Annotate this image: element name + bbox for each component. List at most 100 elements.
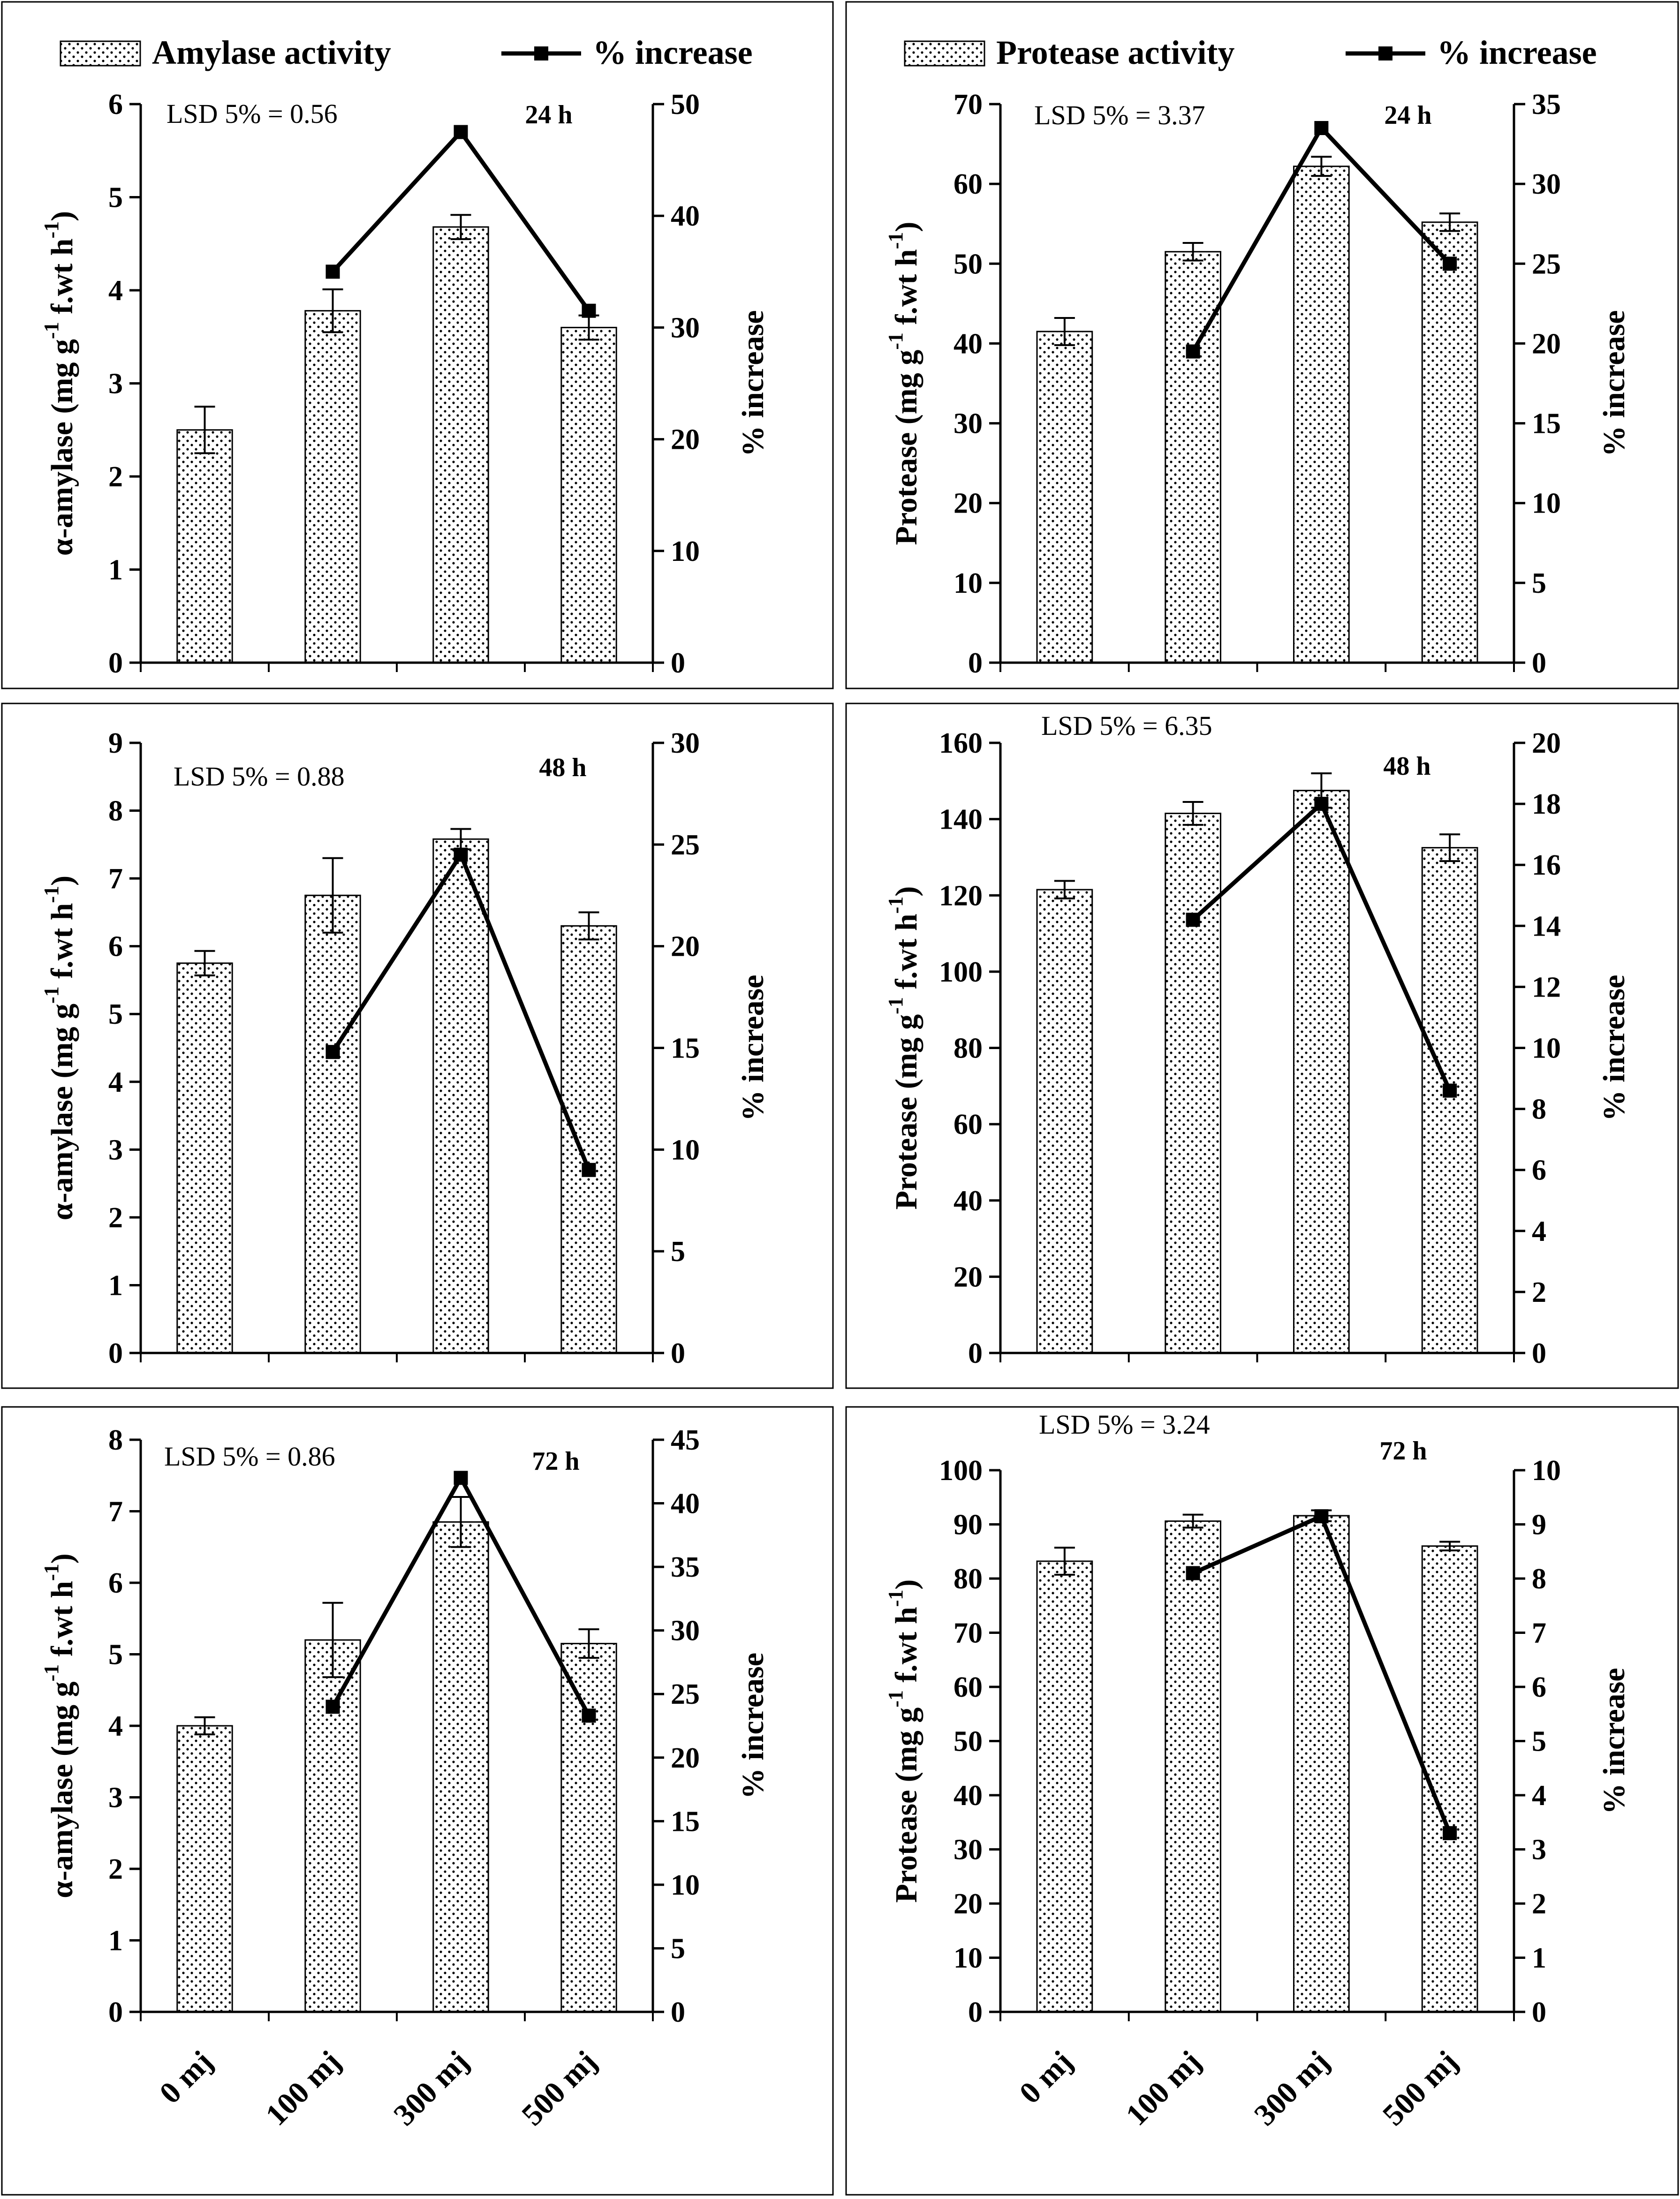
y-tick-label: 0	[968, 647, 983, 679]
y-tick-label: 70	[954, 89, 983, 121]
error-bar	[1439, 1541, 1461, 1551]
y-axis-label-close: )	[45, 211, 79, 221]
y2-axis-label: % increase	[736, 1653, 770, 1799]
time-label: 48 h	[1383, 752, 1430, 781]
y-axis-label-text: Protease (mg g	[889, 1014, 923, 1210]
lsd-annotation: LSD 5% = 0.88	[174, 761, 345, 792]
error-bar	[322, 1602, 343, 1678]
y-axis-label: Protease (mg g-1 f.wt h-1)	[884, 222, 923, 545]
y-axis-label-unit: f.wt h	[45, 903, 79, 987]
y-axis-label-superscript-2: -1	[884, 232, 907, 249]
y-tick-label: 60	[954, 1671, 983, 1703]
y2-tick-label: 12	[1532, 971, 1561, 1003]
bar-0-mj	[1036, 331, 1093, 664]
y-tick-label: 5	[108, 1639, 123, 1671]
panel-frame	[845, 703, 1679, 1389]
error-bar	[450, 1496, 471, 1548]
time-label: 24 h	[525, 100, 572, 129]
y2-tick-label: 35	[1532, 89, 1561, 121]
panel-frame	[845, 1406, 1679, 2196]
error-bar	[1054, 880, 1075, 899]
y2-tick-label: 10	[1532, 1455, 1561, 1487]
time-label: 48 h	[539, 753, 586, 782]
y-tick-label: 160	[939, 727, 983, 759]
y2-tick-label: 9	[1532, 1509, 1546, 1541]
error-bar	[1054, 1547, 1075, 1576]
legend-line-marker	[534, 46, 548, 60]
y-axis-label-superscript: -1	[884, 1690, 907, 1708]
y2-tick-label: 25	[671, 829, 700, 861]
y-tick-label: 3	[108, 1134, 123, 1166]
bar-100-mj	[304, 894, 361, 1354]
y2-tick-label: 30	[671, 727, 700, 759]
y2-axis-label: % increase	[736, 310, 770, 456]
bar-0-mj	[176, 429, 233, 664]
y-tick-label: 0	[108, 1996, 123, 2028]
y-axis-label: α-amylase (mg g-1 f.wt h-1)	[40, 211, 79, 556]
bar-100-mj	[1165, 812, 1221, 1354]
y-axis-label-unit: f.wt h	[45, 1581, 79, 1664]
time-label: 24 h	[1384, 101, 1431, 130]
legend-bar-swatch	[60, 40, 141, 67]
error-bar	[578, 1628, 599, 1659]
y-axis-label-unit: f.wt h	[889, 914, 923, 997]
y-tick-label: 90	[954, 1509, 983, 1541]
pct-increase-marker	[582, 1708, 596, 1723]
y2-tick-label: 10	[671, 1134, 700, 1166]
y2-axis-label: % increase	[1597, 975, 1631, 1121]
y2-tick-label: 14	[1532, 910, 1561, 942]
y-axis-label-close: )	[45, 876, 79, 886]
y-axis-label-text: Protease (mg g	[889, 1708, 923, 1903]
bar-0-mj	[1036, 889, 1093, 1354]
bar-100-mj	[304, 310, 361, 664]
bar-100-mj	[1165, 251, 1221, 664]
y2-tick-label: 1	[1532, 1942, 1546, 1974]
pct-increase-marker	[325, 264, 340, 279]
y-tick-label: 3	[108, 368, 123, 400]
lsd-annotation: LSD 5% = 3.37	[1034, 100, 1205, 130]
bar-500-mj	[560, 326, 617, 664]
bar-0-mj	[1036, 1560, 1093, 2013]
lsd-annotation: LSD 5% = 3.24	[1039, 1409, 1210, 1440]
bar-300-mj	[1293, 790, 1350, 1354]
y2-tick-label: 35	[671, 1551, 700, 1583]
error-bar	[322, 857, 343, 934]
y2-tick-label: 6	[1532, 1155, 1546, 1186]
y-axis-label-superscript-2: -1	[40, 221, 63, 239]
bar-500-mj	[1421, 847, 1478, 1354]
y2-tick-label: 5	[671, 1933, 685, 1965]
y2-tick-label: 30	[1532, 168, 1561, 200]
pct-increase-marker	[1314, 1509, 1329, 1524]
time-label: 72 h	[532, 1447, 579, 1476]
y2-tick-label: 10	[1532, 488, 1561, 520]
y-tick-label: 0	[108, 647, 123, 679]
y-tick-label: 40	[954, 1780, 983, 1812]
pct-increase-marker	[582, 1163, 596, 1177]
error-bar	[1054, 317, 1075, 346]
y2-tick-label: 15	[671, 1806, 700, 1837]
error-bar	[322, 288, 343, 333]
pct-increase-marker	[1186, 1566, 1200, 1580]
y-tick-label: 100	[939, 1455, 983, 1487]
y2-tick-label: 50	[671, 89, 700, 121]
y-axis-label-close: )	[45, 1553, 79, 1564]
y-tick-label: 5	[108, 182, 123, 214]
y-tick-label: 3	[108, 1782, 123, 1814]
y-axis-label-text: α-amylase (mg g	[45, 339, 79, 556]
y-axis-label-superscript-2: -1	[40, 1564, 63, 1581]
y-tick-label: 50	[954, 1726, 983, 1758]
y2-tick-label: 6	[1532, 1671, 1546, 1703]
y-tick-label: 0	[968, 1338, 983, 1369]
y-tick-label: 6	[108, 931, 123, 963]
y2-axis-label: % increase	[736, 975, 770, 1121]
y2-tick-label: 25	[1532, 248, 1561, 280]
y-axis-label-unit: f.wt h	[889, 249, 923, 332]
y2-tick-label: 15	[1532, 408, 1561, 440]
y2-tick-label: 20	[1532, 727, 1561, 759]
error-bar	[1439, 212, 1461, 232]
y2-tick-label: 0	[1532, 1338, 1546, 1369]
y-tick-label: 1	[108, 554, 123, 586]
y2-tick-label: 45	[671, 1424, 700, 1456]
